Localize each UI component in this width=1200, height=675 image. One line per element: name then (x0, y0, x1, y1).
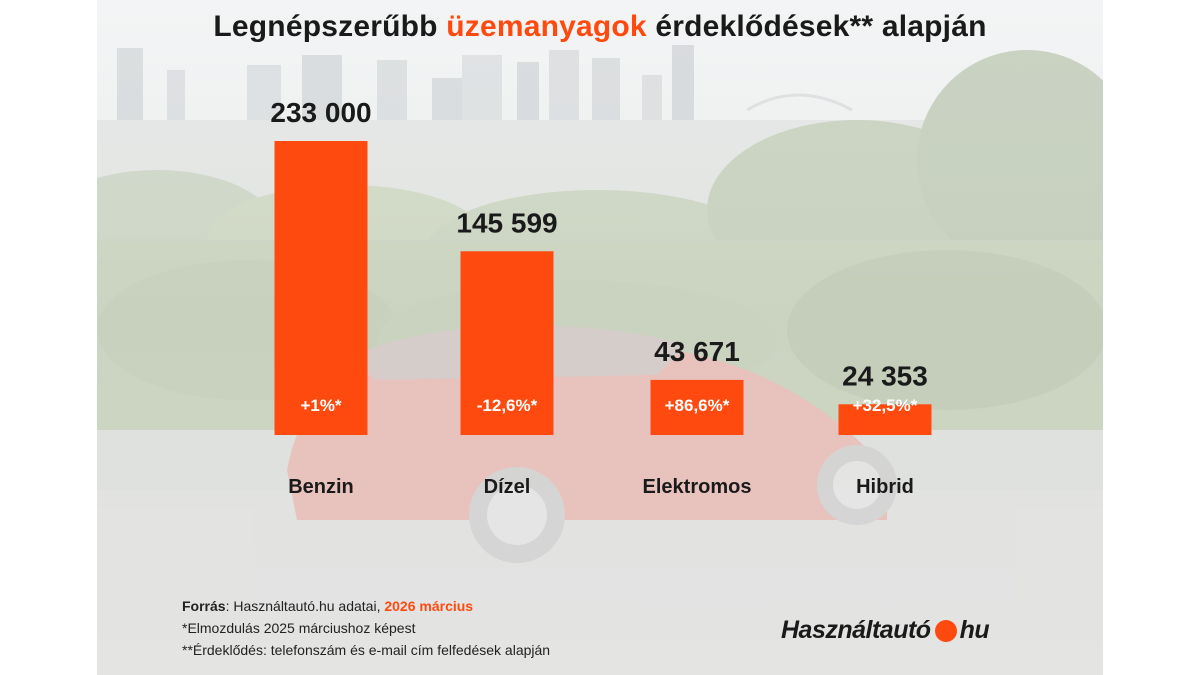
logo-text-left: Használtautó (781, 616, 931, 644)
change-label-3: +32,5%* (853, 396, 918, 415)
chart-title: Legnépszerűbb üzemanyagok érdeklődések**… (97, 10, 1103, 44)
logo-dot-icon (934, 619, 957, 642)
title-highlight: üzemanyagok (446, 10, 647, 43)
bar-chart: 233 000 +1%* Benzin 145 599 -12,6%* Dízel 43 6… (270, 97, 932, 498)
category-label-0: Benzin (288, 476, 354, 498)
bar-0 (274, 141, 368, 435)
logo-text-right: hu (959, 616, 990, 644)
brand-logo: Használtautó hu (781, 616, 990, 645)
footnote-change: *Elmozdulás 2025 márciushoz képest (182, 620, 416, 636)
infographic-card: Legnépszerűbb üzemanyagok érdeklődések**… (97, 0, 1103, 675)
title-part1: Legnépszerűbb (213, 10, 438, 43)
footnote-interest: **Érdeklődés: telefonszám és e-mail cím … (182, 642, 551, 658)
source-line: Forrás: Használtautó.hu adatai, 2026 már… (182, 598, 550, 614)
bar-2 (650, 379, 744, 435)
value-label-1: 145 599 (456, 207, 557, 238)
category-label-2: Elektromos (643, 476, 752, 498)
source-text: : Használtautó.hu adatai, (225, 598, 385, 614)
footer-notes: Forrás: Használtautó.hu adatai, 2026 már… (182, 598, 550, 664)
change-label-1: -12,6%* (477, 396, 538, 415)
category-label-3: Hibrid (856, 476, 914, 498)
category-label-1: Dízel (484, 476, 531, 498)
value-label-0: 233 000 (270, 97, 371, 128)
change-label-2: +86,6%* (665, 396, 730, 415)
value-label-2: 43 671 (654, 336, 740, 367)
change-label-0: +1%* (300, 396, 341, 415)
bar-3 (838, 404, 932, 435)
source-date: 2026 március (384, 598, 474, 614)
bar-1 (460, 251, 554, 435)
source-label: Forrás (182, 598, 226, 614)
title-part2: érdeklődések** alapján (655, 10, 987, 43)
value-label-3: 24 353 (842, 360, 928, 391)
